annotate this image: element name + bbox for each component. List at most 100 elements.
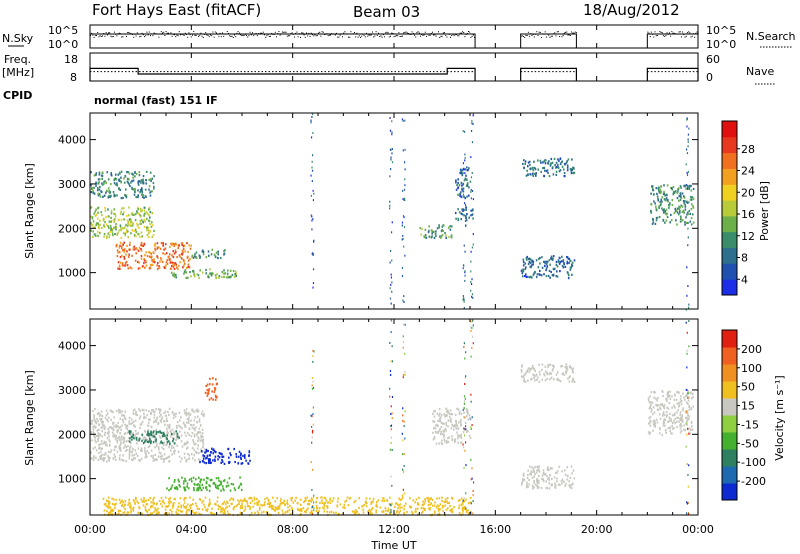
echo-cell xyxy=(542,480,545,483)
echo-cell xyxy=(566,160,568,163)
echo-cell xyxy=(104,502,107,505)
echo-cell xyxy=(560,479,563,483)
echo-cell xyxy=(677,408,680,411)
echo-cell xyxy=(651,222,654,226)
echo-cell xyxy=(167,440,170,443)
echo-cell xyxy=(206,456,208,459)
echo-cell xyxy=(562,260,565,263)
echo-cell xyxy=(361,505,364,508)
echo-cell xyxy=(441,234,444,237)
echo-cell xyxy=(534,168,537,171)
echo-cell xyxy=(144,447,146,450)
echo-cell xyxy=(127,439,130,442)
echo-cell xyxy=(215,276,218,279)
echo-cell xyxy=(182,482,185,485)
nsearch-point xyxy=(181,33,183,35)
echo-cell xyxy=(521,272,524,275)
echo-cell xyxy=(142,220,144,223)
echo-cell xyxy=(166,430,169,433)
echo-cell xyxy=(258,508,261,511)
echo-cell xyxy=(688,127,690,130)
echo-cell xyxy=(190,275,192,278)
echo-cell xyxy=(459,171,461,175)
echo-cell xyxy=(463,300,465,303)
echo-cell xyxy=(686,221,688,225)
echo-cell xyxy=(230,482,233,486)
echo-cell xyxy=(108,457,110,460)
nsearch-point xyxy=(378,32,379,34)
echo-cell xyxy=(663,407,665,410)
echo-cell xyxy=(681,205,684,208)
nsearch-point xyxy=(267,34,269,36)
echo-cell xyxy=(125,445,127,449)
echo-cell xyxy=(686,401,688,404)
echo-cell xyxy=(163,412,165,415)
echo-cell xyxy=(213,513,216,516)
echo-cell xyxy=(655,187,658,190)
echo-cell xyxy=(104,180,106,183)
echo-cell xyxy=(210,478,213,481)
echo-cell xyxy=(201,428,204,431)
nsearch-point xyxy=(408,33,409,35)
echo-cell xyxy=(121,458,123,461)
echo-cell xyxy=(302,506,305,510)
echo-cell xyxy=(148,236,150,239)
nsearch-point xyxy=(448,33,450,35)
nsearch-point xyxy=(683,34,685,36)
echo-cell xyxy=(303,501,305,504)
echo-cell xyxy=(662,420,665,423)
echo-cell xyxy=(427,231,430,234)
echo-cell xyxy=(202,443,205,446)
nsearch-point xyxy=(114,31,115,33)
nsearch-point xyxy=(696,31,698,33)
echo-cell xyxy=(655,403,657,406)
echo-cell xyxy=(185,505,187,508)
echo-cell xyxy=(122,459,125,462)
echo-cell xyxy=(690,198,693,201)
echo-cell xyxy=(223,252,226,255)
nsearch-point xyxy=(691,35,693,37)
echo-cell xyxy=(687,485,689,488)
nsearch-point xyxy=(210,34,211,36)
echo-cell xyxy=(121,243,124,246)
echo-cell xyxy=(472,208,474,211)
echo-cell xyxy=(472,243,474,246)
echo-cell xyxy=(150,252,153,255)
echo-cell xyxy=(466,412,469,415)
echo-cell xyxy=(156,502,158,505)
colorbar-swatch xyxy=(722,466,737,484)
echo-cell xyxy=(115,228,117,231)
nsearch-point xyxy=(554,32,556,34)
echo-cell xyxy=(261,504,264,507)
echo-cell xyxy=(136,248,139,251)
echo-cell xyxy=(145,453,147,456)
nsearch-point xyxy=(249,31,251,33)
echo-cell xyxy=(199,498,202,501)
echo-cell xyxy=(522,261,525,264)
echo-cell xyxy=(652,422,655,425)
echo-cell xyxy=(163,433,166,436)
nsearch-point xyxy=(551,35,553,37)
echo-cell xyxy=(687,414,689,417)
echo-cell xyxy=(109,444,111,447)
echo-cell xyxy=(666,397,668,400)
echo-cell xyxy=(687,390,690,393)
echo-cell xyxy=(561,264,564,267)
echo-cell xyxy=(561,365,563,368)
echo-cell xyxy=(470,214,472,217)
echo-cell xyxy=(548,477,550,480)
echo-cell xyxy=(162,242,164,245)
echo-cell xyxy=(557,163,559,167)
echo-cell xyxy=(191,480,193,483)
echo-cell xyxy=(464,250,466,253)
echo-cell xyxy=(658,191,661,194)
echo-cell xyxy=(463,130,466,133)
echo-cell xyxy=(168,477,170,480)
echo-cell xyxy=(102,424,104,428)
echo-cell xyxy=(313,507,315,510)
nsearch-point xyxy=(463,31,465,33)
echo-cell xyxy=(244,507,247,511)
echo-cell xyxy=(258,500,260,503)
echo-cell xyxy=(98,227,101,230)
echo-cell xyxy=(123,446,125,449)
